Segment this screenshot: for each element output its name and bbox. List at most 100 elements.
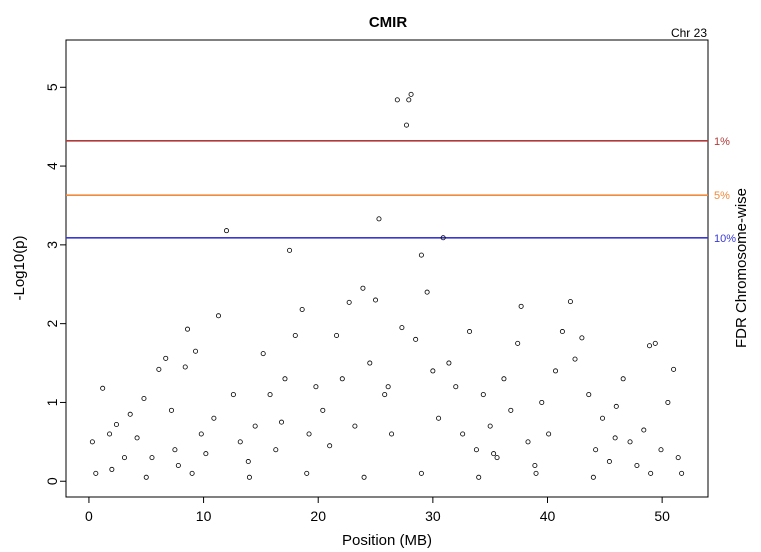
data-point (385, 384, 391, 390)
data-point (408, 91, 414, 97)
data-point (361, 474, 367, 480)
data-point (320, 407, 326, 413)
data-point (567, 299, 573, 305)
data-point (501, 376, 507, 382)
data-point (172, 447, 178, 453)
data-point (476, 474, 482, 480)
y-axis: 0 1 2 3 4 5 (44, 83, 66, 485)
data-point (559, 329, 565, 335)
data-point (168, 407, 174, 413)
y-tick-label: 3 (44, 241, 60, 249)
data-point (518, 303, 524, 309)
chromosome-label: Chr 23 (671, 26, 707, 40)
x-tick-label: 50 (654, 508, 670, 524)
data-point (652, 340, 658, 346)
data-point (606, 459, 612, 465)
threshold-label: 5% (714, 190, 730, 202)
data-point (215, 313, 221, 319)
data-point (246, 474, 252, 480)
data-point (613, 403, 619, 409)
data-point (121, 455, 127, 461)
data-point (252, 423, 258, 429)
data-point (334, 332, 340, 338)
y-tick-label: 0 (44, 477, 60, 485)
chart-title: CMIR (369, 14, 407, 31)
x-axis: 0 10 20 30 40 50 (85, 497, 670, 524)
data-point (546, 431, 552, 437)
data-point (480, 392, 486, 398)
data-point (273, 447, 279, 453)
data-point (193, 348, 199, 354)
data-point (182, 364, 188, 370)
data-point (590, 474, 596, 480)
plot-frame (65, 39, 709, 498)
data-point (109, 466, 115, 472)
data-point (413, 336, 419, 342)
data-point (406, 97, 412, 103)
data-point (467, 329, 473, 335)
data-point (453, 384, 459, 390)
data-point (352, 423, 358, 429)
data-point (418, 470, 424, 476)
data-point (508, 407, 514, 413)
data-point (491, 451, 497, 457)
data-point (460, 431, 466, 437)
y-tick-label: 4 (44, 162, 60, 170)
data-point (424, 289, 430, 295)
data-point (403, 122, 409, 128)
data-point (671, 366, 677, 372)
y-tick-label: 5 (44, 83, 60, 91)
data-point (436, 415, 442, 421)
data-point (299, 306, 305, 312)
data-point (675, 455, 681, 461)
data-point (143, 474, 149, 480)
data-point (399, 325, 405, 331)
data-point (360, 285, 366, 291)
data-points (89, 91, 685, 480)
data-point (282, 376, 288, 382)
data-point (515, 340, 521, 346)
data-point (373, 297, 379, 303)
data-point (586, 392, 592, 398)
data-point (647, 343, 653, 349)
data-point (532, 462, 538, 468)
data-point (203, 451, 209, 457)
data-point (100, 385, 106, 391)
data-point (89, 439, 95, 445)
data-point (211, 415, 217, 421)
data-point (389, 431, 395, 437)
data-point (593, 447, 599, 453)
data-point (627, 439, 633, 445)
right-axis-label: FDR Chromosome-wise (733, 188, 750, 348)
data-point (163, 355, 169, 361)
data-point (113, 422, 119, 428)
data-point (93, 470, 99, 476)
data-point (487, 423, 493, 429)
data-point (367, 360, 373, 366)
data-point (141, 396, 147, 402)
data-point (440, 235, 446, 241)
data-point (339, 376, 345, 382)
y-tick-label: 1 (44, 398, 60, 406)
x-tick-label: 10 (196, 508, 212, 524)
data-point (553, 368, 559, 374)
data-point (346, 299, 352, 305)
data-point (473, 447, 479, 453)
data-point (327, 443, 333, 449)
data-point (494, 455, 500, 461)
data-point (394, 97, 400, 103)
data-point (525, 439, 531, 445)
data-point (107, 431, 113, 437)
data-point (260, 351, 266, 357)
data-point (306, 431, 312, 437)
y-axis-label: -Log10(p) (11, 235, 28, 300)
data-point (237, 439, 243, 445)
data-point (579, 335, 585, 341)
data-point (279, 419, 285, 425)
data-point (304, 470, 310, 476)
data-point (185, 326, 191, 332)
data-point (313, 384, 319, 390)
data-point (292, 332, 298, 338)
threshold-lines: 1% 5% 10% (66, 136, 736, 245)
data-point (287, 247, 293, 253)
